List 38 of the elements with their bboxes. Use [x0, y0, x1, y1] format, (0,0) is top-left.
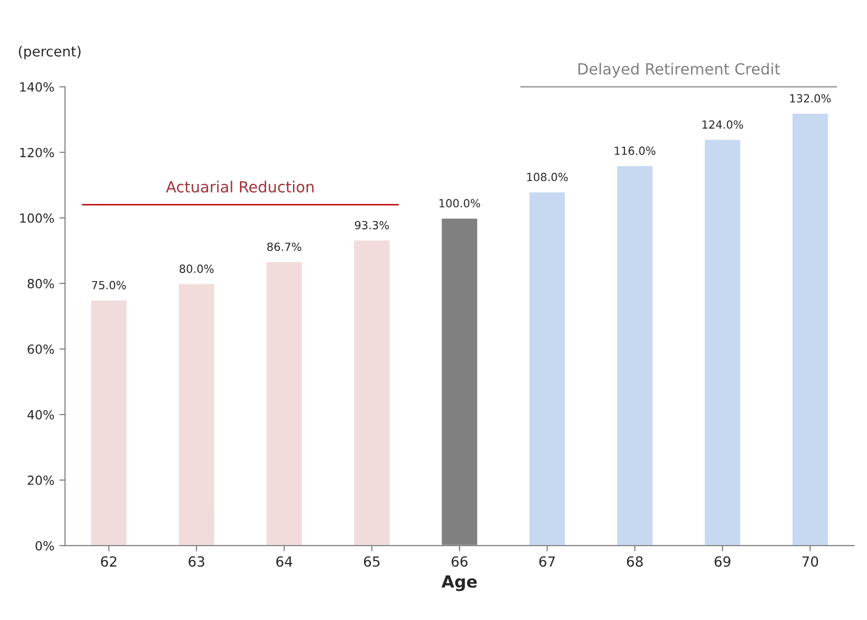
x-tick-label: 69 [714, 556, 730, 567]
x-tick-label: 62 [100, 556, 116, 567]
bar [528, 190, 566, 546]
y-tick-label: 80% [28, 278, 54, 288]
x-axis-title: Age [442, 575, 477, 592]
x-tick-label: 67 [539, 556, 555, 567]
data-label: 86.7% [267, 242, 302, 251]
x-tick-label: 65 [364, 556, 380, 567]
x-tick-label: 70 [802, 556, 818, 567]
data-label: 116.0% [614, 146, 656, 155]
x-tick-label: 64 [276, 556, 292, 567]
data-label: 124.0% [702, 120, 744, 129]
x-tick-label: 63 [188, 556, 204, 567]
y-tick-label: 100% [20, 213, 54, 223]
data-label: 93.3% [354, 220, 389, 230]
text: Delayed Retirement Credit [578, 62, 780, 78]
data-label: 80.0% [180, 264, 214, 273]
data-label: 75.0% [92, 280, 126, 290]
y-tick-label: 0% [36, 541, 54, 551]
y-tick-label: 60% [28, 344, 54, 354]
data-label: 132.0% [790, 94, 831, 103]
bar [703, 138, 742, 546]
bar [265, 260, 304, 546]
y-tick-label: 140% [20, 82, 54, 92]
bar [177, 282, 216, 546]
y-tick-label: 20% [28, 476, 54, 485]
bar [352, 239, 391, 546]
y-tick-label: 40% [27, 410, 54, 420]
bar [90, 299, 128, 546]
bar [791, 112, 830, 546]
x-tick-label: 66 [452, 556, 468, 567]
y-axis-title: (percent) [18, 46, 81, 60]
data-label: 108.0% [527, 172, 568, 182]
bar [616, 164, 654, 546]
data-label: 100.0% [440, 198, 480, 208]
annotation: Actuarial Reduction [166, 180, 314, 193]
x-tick-label: 68 [626, 556, 643, 567]
y-tick-label: 120% [20, 148, 54, 158]
